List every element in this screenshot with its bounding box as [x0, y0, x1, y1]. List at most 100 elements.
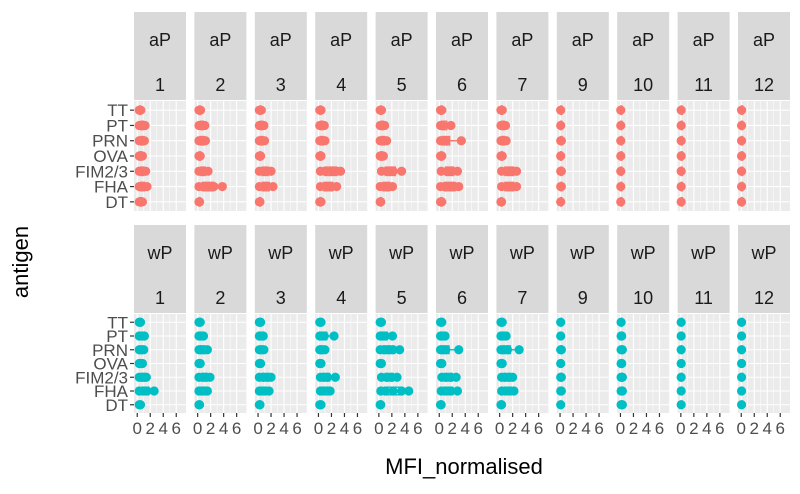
- data-point: [376, 400, 386, 410]
- strip-label-row: aP: [753, 30, 775, 50]
- panel-wP-12: [736, 314, 790, 413]
- strip-wP-3: [254, 225, 307, 313]
- strip-label-col: 1: [155, 288, 165, 308]
- data-point: [676, 331, 686, 341]
- boxplot-PRN: [194, 345, 212, 355]
- x-tick-label: 2: [689, 419, 698, 438]
- boxplot-DT: [315, 400, 326, 410]
- boxplot-FIM2/3: [315, 166, 346, 177]
- data-point: [256, 105, 266, 115]
- data-point: [202, 181, 212, 192]
- strip-label-row: aP: [330, 30, 352, 50]
- y-tick-label: FHA: [94, 178, 129, 197]
- strip-label-row: wP: [448, 243, 474, 263]
- boxplot-OVA: [556, 151, 566, 161]
- data-point: [380, 331, 390, 341]
- data-point: [217, 181, 227, 192]
- x-tick-label: 6: [715, 419, 724, 438]
- data-point: [616, 181, 626, 192]
- strip-aP-1: [134, 12, 186, 100]
- boxplot-FHA: [556, 181, 566, 192]
- data-point: [452, 166, 463, 176]
- data-point: [195, 317, 205, 327]
- data-point: [501, 181, 511, 192]
- panel-aP-4: [315, 101, 368, 211]
- data-point: [736, 372, 747, 382]
- boxplot-DT: [676, 400, 686, 410]
- boxplot-FIM2/3: [254, 372, 276, 382]
- boxplot-TT: [435, 317, 447, 327]
- strip-label-col: 9: [578, 288, 588, 308]
- data-point: [617, 331, 627, 341]
- boxplot-PRN: [676, 135, 686, 146]
- data-point: [135, 400, 146, 410]
- boxplot-PRN: [315, 345, 330, 355]
- boxplot-PRN: [194, 135, 211, 146]
- boxplot-FHA: [616, 181, 626, 192]
- x-tick-label: 0: [676, 419, 685, 438]
- data-point: [451, 372, 461, 382]
- y-tick-label: PT: [106, 116, 128, 135]
- strip-label-col: 11: [694, 288, 713, 308]
- data-point: [676, 136, 686, 146]
- data-point: [511, 181, 522, 192]
- x-tick-label: 4: [763, 419, 772, 438]
- strip-label-row: aP: [632, 30, 654, 50]
- boxplot-PT: [254, 120, 269, 131]
- data-point: [380, 386, 390, 396]
- data-point: [616, 317, 626, 327]
- strip-label-col: 2: [215, 288, 225, 308]
- boxplot-PRN: [435, 345, 464, 355]
- strip-label-col: 11: [694, 75, 713, 95]
- strip-label-col: 1: [155, 75, 165, 95]
- strip-label-col: 12: [754, 288, 774, 308]
- boxplot-PRN: [556, 135, 566, 146]
- data-point: [256, 151, 266, 161]
- x-tick-label: 6: [232, 419, 241, 438]
- data-point: [508, 372, 518, 382]
- boxplot-OVA: [556, 358, 566, 369]
- boxplot-FIM2/3: [676, 372, 686, 382]
- data-point: [388, 386, 398, 396]
- data-point: [437, 151, 447, 161]
- facet-strips: aP 1 aP 2 aP 3 aP 4 aP 5 aP 6 aP 7 aP 9 aP 10 aP 11 aP 12 wP 1 w…: [134, 12, 790, 313]
- data-point: [335, 166, 346, 176]
- data-point: [266, 166, 276, 176]
- boxplot-FIM2/3: [437, 372, 461, 382]
- x-tick-label: 4: [702, 419, 711, 438]
- boxplot-PT: [315, 331, 339, 341]
- boxplot-FHA: [315, 181, 342, 192]
- boxplot-DT: [435, 196, 447, 207]
- data-point: [446, 386, 456, 396]
- data-point: [259, 120, 269, 131]
- boxplot-PT: [496, 331, 511, 341]
- data-point: [736, 120, 747, 131]
- panel-aP-7: [496, 101, 549, 211]
- boxplot-PT: [254, 331, 268, 341]
- data-point: [497, 151, 507, 161]
- strip-label-row: wP: [509, 243, 535, 263]
- boxplot-OVA: [315, 151, 326, 161]
- boxplot-PT: [736, 120, 747, 131]
- x-tick-label: 0: [374, 419, 383, 438]
- data-point: [319, 331, 329, 341]
- panel-aP-5: [375, 101, 428, 211]
- data-point: [387, 331, 398, 341]
- data-point: [142, 181, 152, 192]
- x-tick-label: 2: [387, 419, 396, 438]
- data-point: [501, 331, 511, 341]
- strip-label-col: 10: [633, 75, 653, 95]
- x-tick-label: 0: [193, 419, 202, 438]
- boxplot-FIM2/3: [134, 166, 151, 177]
- strip-aP-9: [556, 12, 609, 100]
- boxplot-PRN: [134, 345, 149, 355]
- x-tick-label: 2: [629, 419, 638, 438]
- boxplot-PRN: [315, 135, 330, 146]
- y-tick-label: TT: [107, 101, 128, 120]
- boxplot-DT: [556, 196, 566, 207]
- data-point: [556, 166, 566, 176]
- x-tick-label: 2: [266, 419, 275, 438]
- data-point: [514, 345, 524, 355]
- boxplot-PRN: [254, 345, 269, 355]
